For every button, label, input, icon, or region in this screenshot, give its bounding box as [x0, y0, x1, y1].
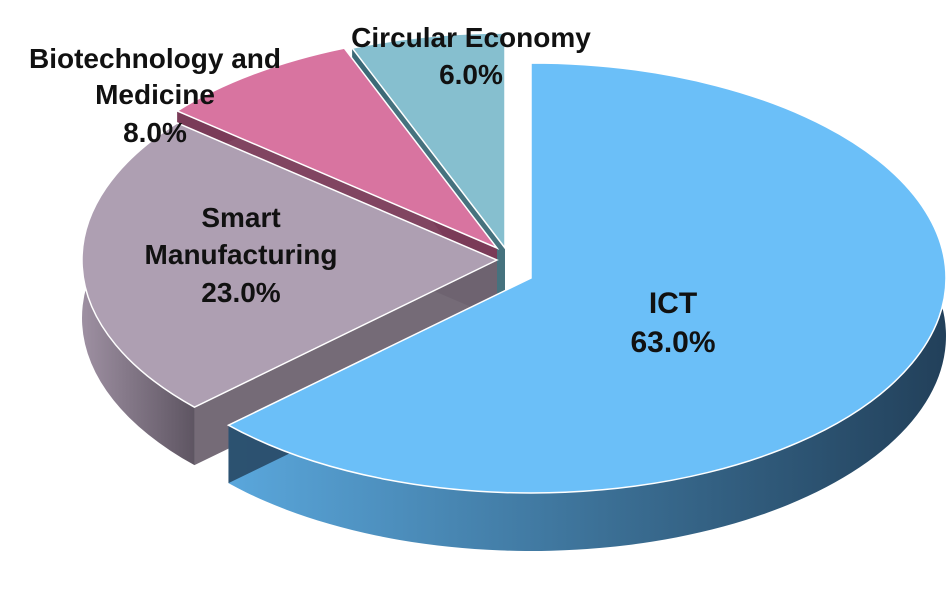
slice-label-ict: ICT 63.0%: [630, 287, 715, 359]
pie-tops: [81, 32, 947, 494]
slice-percent: 8.0%: [123, 117, 187, 148]
pie-slice-biotechnology: [175, 47, 500, 250]
slice-label-circular-economy: Circular Economy 6.0%: [351, 22, 591, 90]
slice-percent: 6.0%: [439, 59, 503, 90]
slice-name-line-1: Smart: [201, 202, 280, 233]
slice-percent: 63.0%: [630, 326, 715, 359]
slice-name-line-1: Biotechnology and: [29, 43, 281, 74]
pie-slice-smart-manufacturing: [81, 122, 499, 409]
slice-name-line-2: Manufacturing: [145, 239, 338, 270]
slice-percent: 23.0%: [201, 277, 280, 308]
pie-slice-ict: [226, 62, 947, 494]
slice-name: Circular Economy: [351, 22, 591, 53]
slice-name-line-2: Medicine: [95, 79, 215, 110]
pie-side-ict: [228, 63, 947, 551]
slice-name: ICT: [649, 287, 697, 320]
slice-label-biotechnology: Biotechnology and Medicine 8.0%: [29, 43, 281, 148]
slice-label-smart-manufacturing: Smart Manufacturing 23.0%: [145, 202, 338, 308]
pie-slice-circular-economy: [350, 32, 506, 251]
